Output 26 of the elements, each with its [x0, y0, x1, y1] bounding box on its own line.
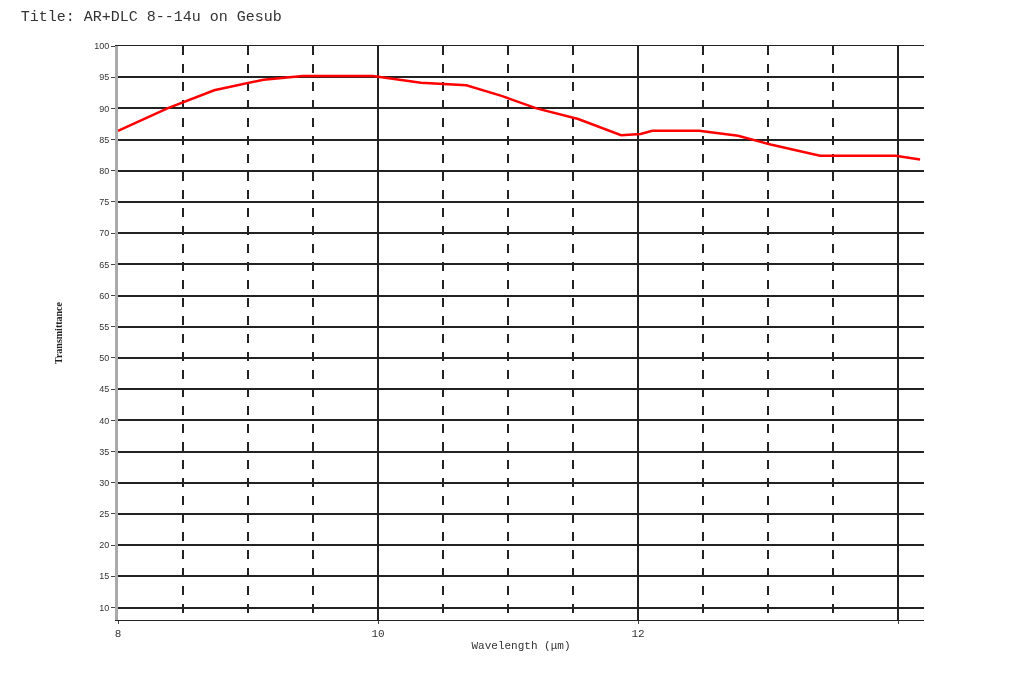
y-tick-label: 10 [99, 602, 110, 613]
x-tick-label: 12 [631, 628, 645, 641]
y-tick-label: 45 [99, 384, 110, 395]
y-tick-label: 65 [99, 259, 110, 270]
y-tick-label: 15 [99, 571, 110, 582]
y-axis-title: Transmittance [53, 301, 65, 365]
x-tick-label: 10 [371, 628, 385, 641]
y-tick-label: 85 [99, 134, 110, 145]
y-tick-label: 55 [99, 321, 110, 332]
y-tick-label: 100 [94, 41, 110, 52]
y-tick-label: 95 [99, 72, 110, 83]
y-tick-label: 80 [99, 165, 110, 176]
y-tick-label: 90 [99, 103, 110, 114]
y-tick-label: 30 [99, 477, 110, 488]
y-tick-label: 75 [99, 197, 110, 208]
y-tick-label: 50 [99, 353, 110, 364]
y-tick-label: 70 [99, 228, 110, 239]
y-tick-label: 40 [99, 415, 110, 426]
x-tick-label: 8 [114, 628, 122, 641]
y-tick-label: 35 [99, 446, 110, 457]
y-tick-label: 60 [99, 290, 110, 301]
y-tick-label: 25 [99, 509, 110, 520]
x-axis-title: Wavelength (μm) [471, 640, 571, 653]
y-tick-label: 20 [99, 540, 110, 551]
chart-title: Title: AR+DLC 8--14u on Gesub [20, 8, 282, 26]
line-series [118, 74, 922, 161]
